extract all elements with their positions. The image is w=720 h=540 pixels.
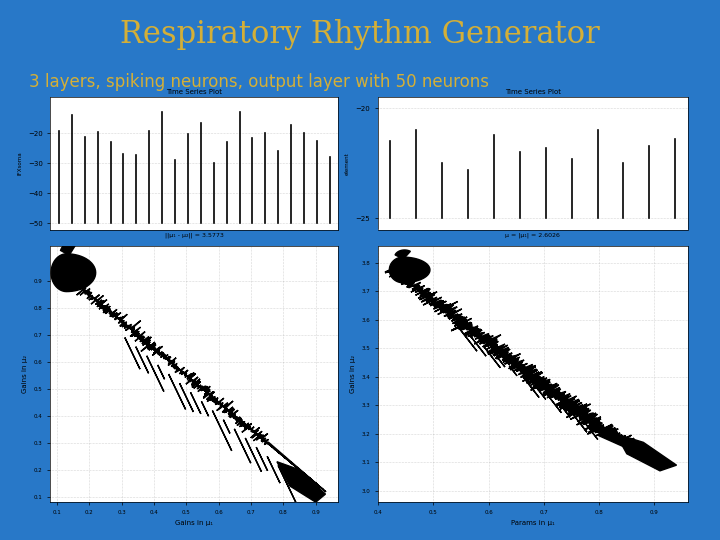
Polygon shape — [586, 424, 598, 440]
Polygon shape — [560, 404, 570, 417]
Polygon shape — [158, 365, 165, 379]
Polygon shape — [179, 383, 194, 412]
Polygon shape — [497, 356, 505, 367]
Polygon shape — [267, 456, 280, 483]
Polygon shape — [573, 414, 587, 432]
Polygon shape — [60, 243, 86, 265]
Polygon shape — [51, 254, 96, 292]
Polygon shape — [509, 366, 517, 376]
Title: Time Series Plot: Time Series Plot — [505, 90, 561, 96]
Polygon shape — [278, 465, 297, 504]
Polygon shape — [256, 447, 268, 471]
Polygon shape — [471, 336, 486, 356]
Polygon shape — [246, 438, 261, 471]
Text: 3 layers, spiking neurons, output layer with 50 neurons: 3 layers, spiking neurons, output layer … — [29, 73, 489, 91]
Polygon shape — [191, 393, 201, 414]
Polygon shape — [212, 410, 232, 451]
Polygon shape — [136, 347, 148, 373]
Polygon shape — [168, 374, 186, 409]
Y-axis label: element: element — [345, 152, 350, 175]
Y-axis label: Gains in μ₂: Gains in μ₂ — [22, 355, 29, 393]
Polygon shape — [522, 375, 539, 397]
Polygon shape — [616, 434, 677, 471]
Polygon shape — [277, 462, 325, 502]
Polygon shape — [548, 395, 562, 413]
X-axis label: Params in μ₁: Params in μ₁ — [511, 521, 554, 526]
Y-axis label: Gains in μ₂: Gains in μ₂ — [350, 355, 356, 393]
X-axis label: Gains in μ₁: Gains in μ₁ — [176, 521, 213, 526]
Polygon shape — [535, 385, 546, 400]
Polygon shape — [223, 420, 230, 434]
Polygon shape — [125, 338, 140, 369]
Polygon shape — [385, 269, 658, 463]
Polygon shape — [202, 401, 209, 416]
Text: Respiratory Rhythm Generator: Respiratory Rhythm Generator — [120, 19, 600, 50]
Polygon shape — [390, 257, 430, 283]
Polygon shape — [458, 327, 477, 351]
Y-axis label: IFXsoma: IFXsoma — [17, 152, 22, 175]
Polygon shape — [234, 429, 251, 463]
X-axis label: μ = |μ₁| = 2.6026: μ = |μ₁| = 2.6026 — [505, 232, 560, 238]
Polygon shape — [395, 250, 417, 266]
Title: Time Series Plot: Time Series Plot — [166, 90, 222, 96]
Polygon shape — [147, 356, 164, 392]
Polygon shape — [57, 265, 326, 492]
Polygon shape — [484, 346, 500, 368]
X-axis label: ||μ₁ - μ₂|| = 3.5773: ||μ₁ - μ₂|| = 3.5773 — [165, 232, 224, 238]
